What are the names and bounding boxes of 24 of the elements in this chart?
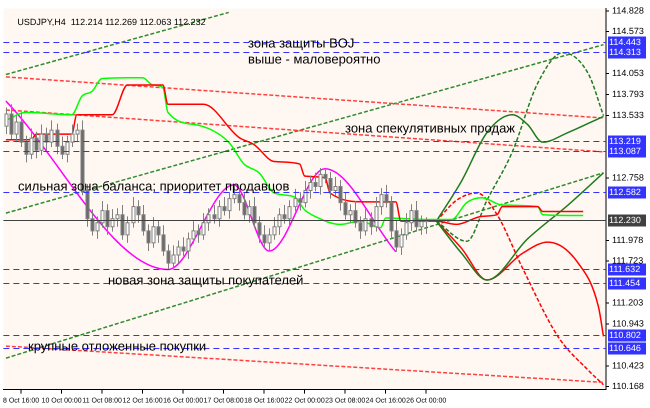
y-tick-label: 114.053 [612, 68, 644, 78]
ref-line-label: 113.087 [609, 146, 641, 156]
y-tick-label: 110.943 [612, 318, 644, 329]
y-tick-label: 111.978 [612, 235, 644, 246]
ref-line-label: 110.646 [609, 342, 641, 353]
annotation: зона защиты BOJ [248, 36, 354, 51]
y-tick-label: 111.203 [612, 298, 644, 308]
ref-line-label: 112.582 [609, 186, 641, 197]
y-tick-label: 111.723 [612, 256, 644, 266]
ref-line-label: 111.454 [609, 278, 640, 288]
y-tick-label: 110.168 [612, 381, 644, 392]
y-tick-label: 113.793 [612, 88, 644, 99]
annotation: выше - маловероятно [248, 52, 380, 67]
y-tick-label: 110.423 [612, 360, 644, 370]
y-tick-label: 114.828 [612, 5, 644, 16]
ref-line-label: 114.443 [609, 36, 641, 47]
y-tick-label: 114.573 [612, 26, 644, 36]
ref-line-label: 112.230 [609, 214, 641, 225]
ref-line-label: 113.219 [609, 136, 641, 146]
ref-line-label: 110.802 [609, 330, 641, 340]
ref-line-label: 111.632 [609, 264, 640, 274]
ref-line-label: 114.313 [609, 46, 641, 57]
y-tick-label: 113.533 [612, 110, 644, 120]
y-tick-label: 112.758 [612, 172, 644, 182]
